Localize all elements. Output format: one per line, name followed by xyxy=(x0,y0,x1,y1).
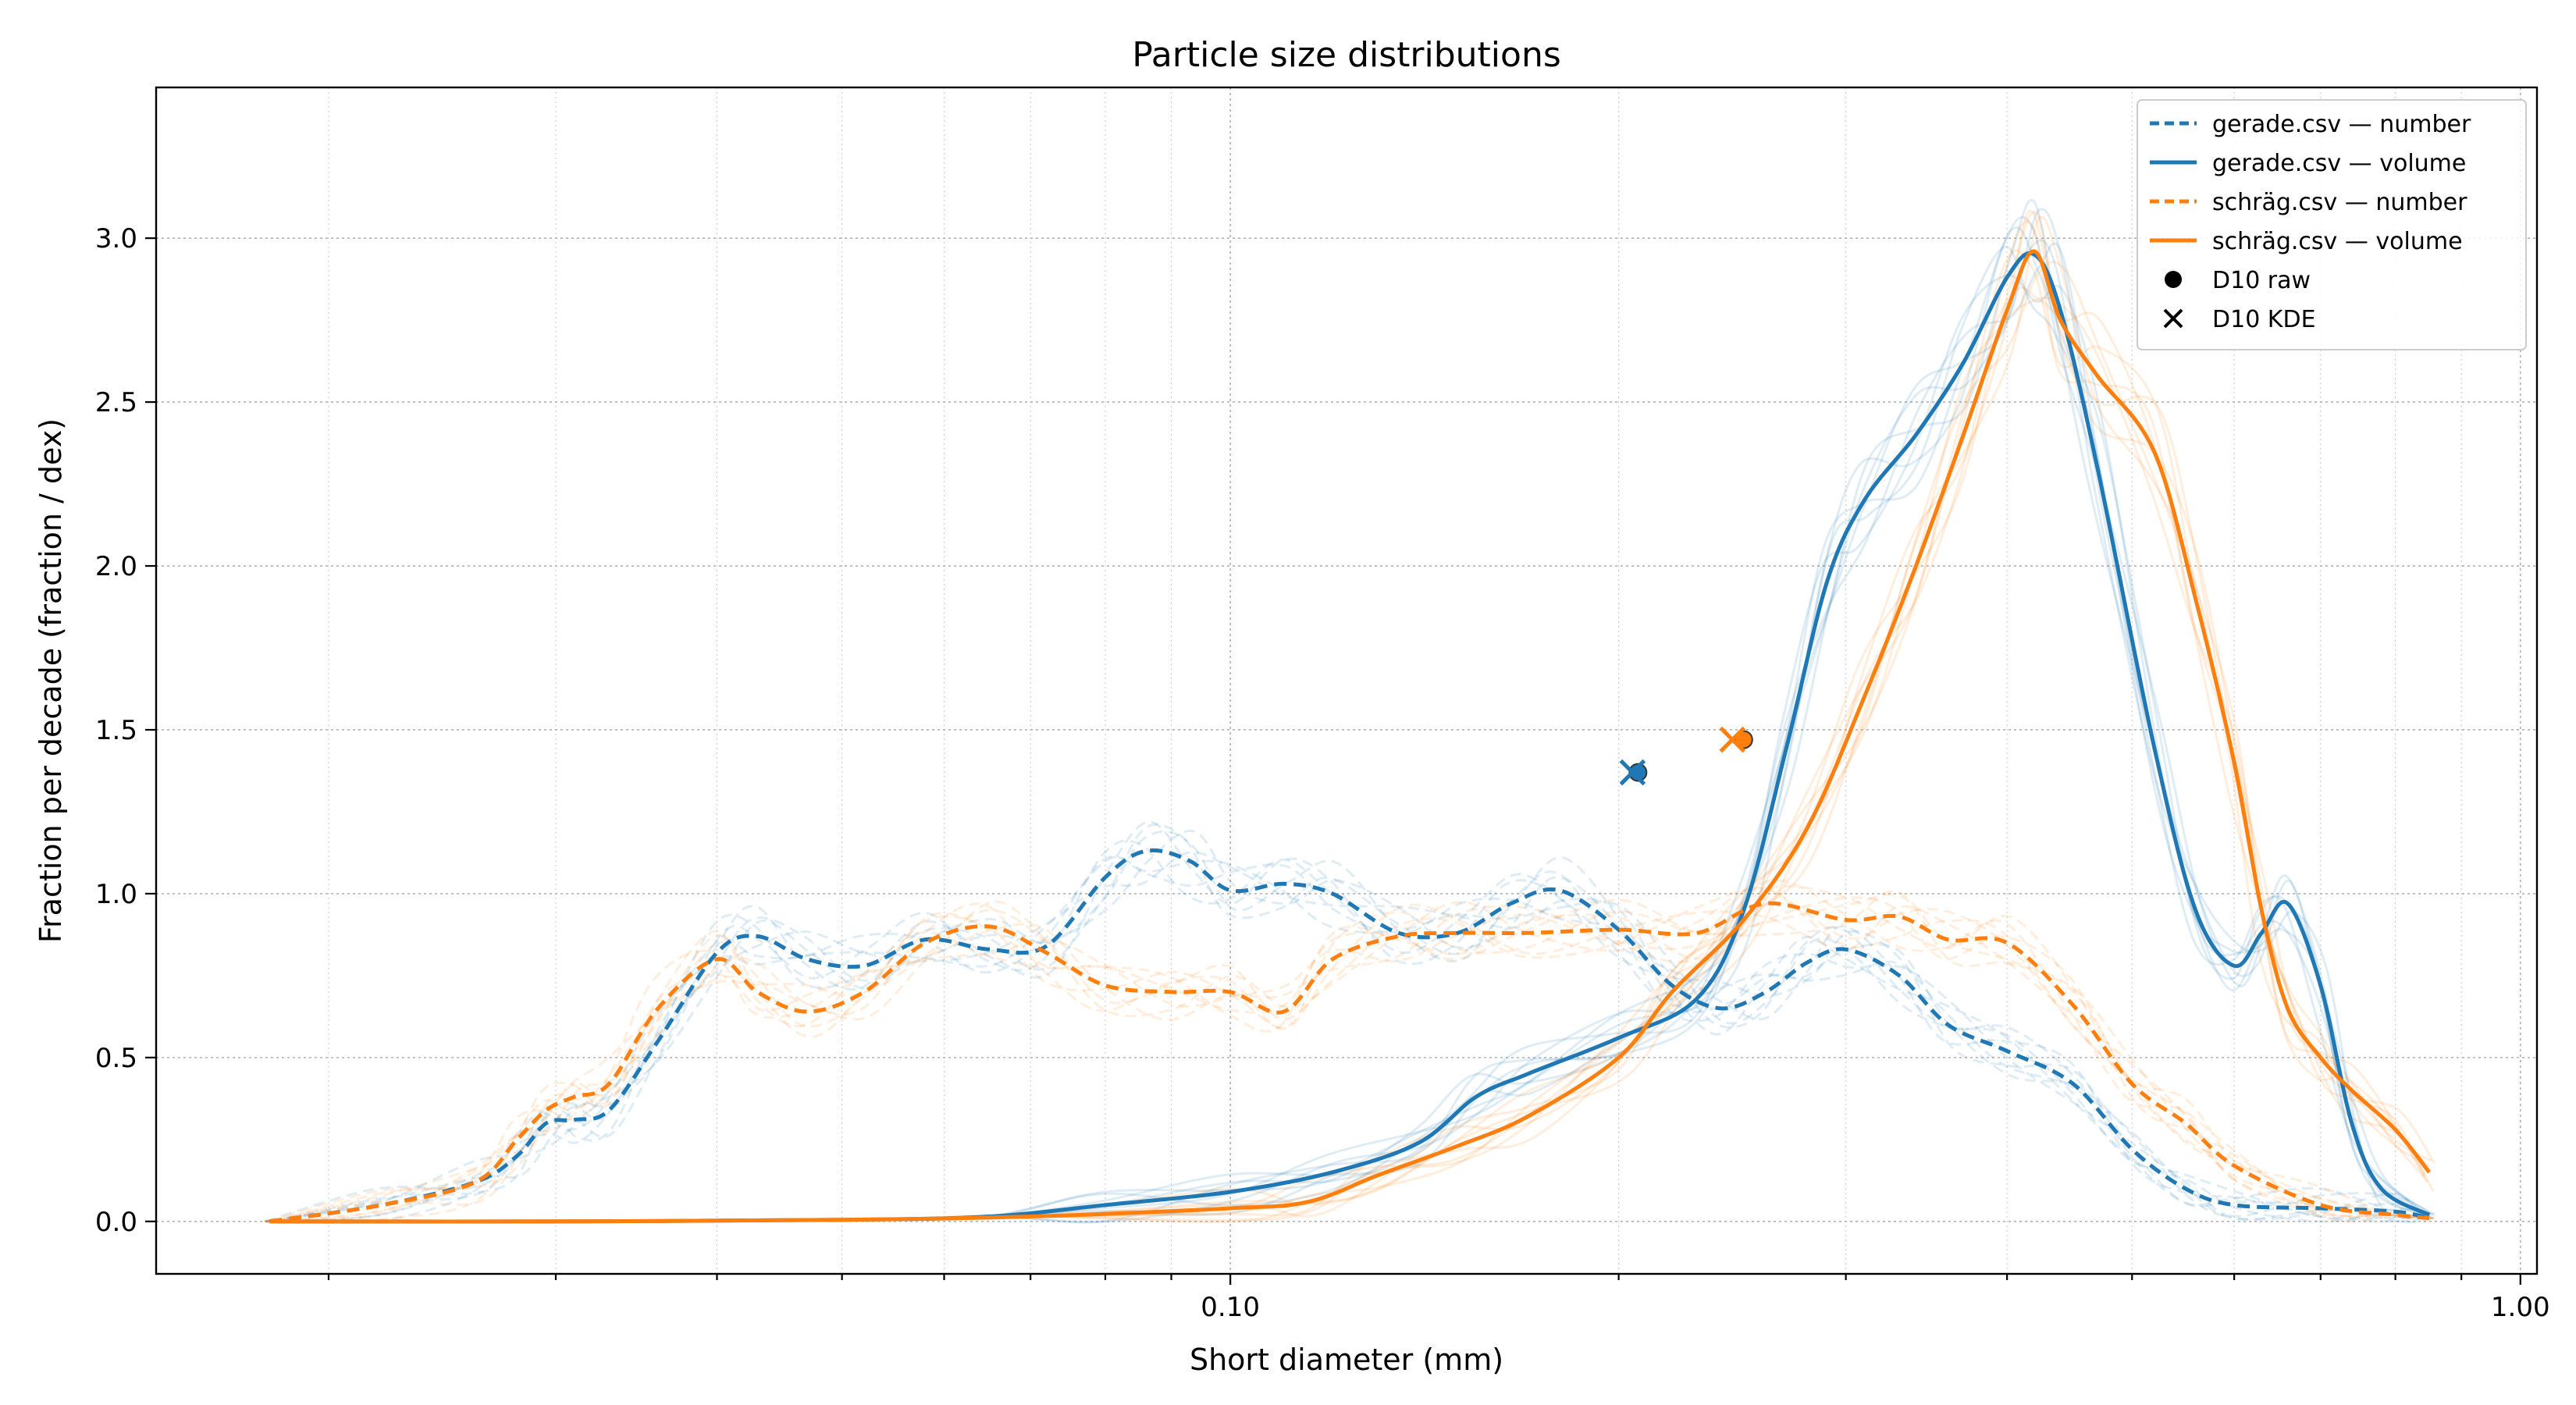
legend-label: schräg.csv — number xyxy=(2212,189,2467,216)
series-line xyxy=(269,251,2431,1224)
chart-title: Particle size distributions xyxy=(1132,35,1561,75)
d10-kde-cross xyxy=(1619,759,1646,786)
series-line xyxy=(269,901,2430,1224)
tick-layer: 0.10 1.00 0.0 0.5 1.0 1.5 2.0 2.5 3.0 xyxy=(95,223,2550,1323)
marker-layer xyxy=(1619,726,1753,786)
legend-label: schräg.csv — volume xyxy=(2212,228,2463,255)
legend: gerade.csv — number gerade.csv — volume sc… xyxy=(2137,99,2527,350)
x-tick-label: 0.10 xyxy=(1201,1292,1260,1323)
y-tick-label: 2.0 xyxy=(95,551,137,582)
series-line xyxy=(269,249,2432,1224)
ensemble-trace xyxy=(267,830,2434,1223)
ensemble-trace xyxy=(265,851,2433,1223)
legend-box xyxy=(2137,99,2527,350)
ensemble-trace xyxy=(265,274,2425,1224)
d10-kde-cross xyxy=(1719,726,1746,753)
legend-swatch xyxy=(2165,271,2182,288)
ensemble-trace xyxy=(264,209,2430,1223)
ensemble-trace xyxy=(269,896,2435,1223)
y-tick-label: 1.5 xyxy=(95,715,137,746)
ensemble-trace xyxy=(273,242,2432,1224)
series-line xyxy=(269,848,2430,1224)
ensemble-trace xyxy=(265,902,2434,1223)
legend-swatch xyxy=(2163,308,2183,329)
ensemble-trace xyxy=(272,887,2425,1223)
x-tick-label: 1.00 xyxy=(2491,1292,2550,1323)
y-tick-label: 1.0 xyxy=(95,879,137,910)
y-tick-label: 2.5 xyxy=(95,387,137,418)
y-axis-label: Fraction per decade (fraction / dex) xyxy=(34,418,68,943)
ensemble-trace xyxy=(269,886,2435,1223)
legend-label: gerade.csv — volume xyxy=(2212,150,2466,177)
y-tick-label: 0.5 xyxy=(95,1043,137,1074)
plot-frame xyxy=(155,86,2539,1275)
ensemble-trace xyxy=(269,823,2429,1223)
ensemble-trace xyxy=(264,879,2430,1223)
ensemble-trace xyxy=(272,855,2429,1225)
ensemble-trace xyxy=(267,296,2435,1223)
ensemble-trace xyxy=(267,893,2426,1223)
legend-label: D10 KDE xyxy=(2212,306,2316,333)
series-layer xyxy=(269,249,2432,1224)
d10-kde-marker xyxy=(1619,759,1646,786)
d10-kde-marker xyxy=(1719,726,1746,753)
y-tick-label: 3.0 xyxy=(95,223,137,254)
ensemble-trace xyxy=(273,890,2432,1223)
ensemble-trace xyxy=(274,885,2428,1223)
y-tick-label: 0.0 xyxy=(95,1207,137,1238)
ensemble-trace xyxy=(269,226,2428,1223)
ensemble-trace xyxy=(267,239,2431,1223)
x-axis-label: Short diameter (mm) xyxy=(1190,1343,1503,1377)
legend-label: gerade.csv — number xyxy=(2212,111,2471,138)
legend-label: D10 raw xyxy=(2212,267,2311,294)
ensemble-trace xyxy=(272,245,2435,1223)
ensemble-trace xyxy=(264,839,2435,1223)
ensemble-trace xyxy=(273,829,2426,1223)
ensemble-trace xyxy=(264,215,2427,1223)
d10-raw-marker xyxy=(1628,763,1648,782)
